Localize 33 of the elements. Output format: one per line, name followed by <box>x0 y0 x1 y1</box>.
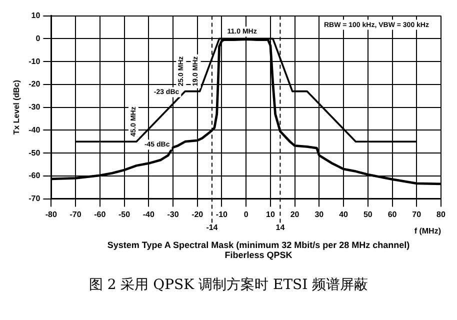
x-tick-label: 80 <box>436 210 446 219</box>
x-tick-label: -70 <box>70 210 82 219</box>
x-axis-title: f (MHz) <box>414 226 442 236</box>
y-tick-label: 10 <box>31 11 41 20</box>
x-tick-label: 20 <box>290 210 300 219</box>
y-tick-label: 0 <box>36 34 41 43</box>
x-tick-label: -40 <box>142 210 155 219</box>
x-tick-label: -50 <box>118 210 131 219</box>
y-tick-label: -40 <box>28 125 41 134</box>
y-tick-label: -20 <box>28 80 41 89</box>
ref-line-label: 14 <box>276 223 286 232</box>
y-tick-label: -50 <box>28 148 41 158</box>
caption: 图 2 采用 QPSK 调制方案时 ETSI 频谱屏蔽 <box>88 276 370 294</box>
x-tick-label: 40 <box>339 210 349 219</box>
x-tick-label: -80 <box>45 210 58 219</box>
y-tick-label: -60 <box>28 171 41 180</box>
text: Fiberless QPSK <box>224 250 294 260</box>
x-tick-label: 70 <box>412 210 422 219</box>
x-tick-label: 30 <box>314 210 324 219</box>
x-tick-label: 0 <box>244 210 249 219</box>
y-tick-label: -30 <box>28 102 41 112</box>
text: System Type A Spectral Mask (minimum 32 Mbit/s per 28 MHz channel) <box>106 240 411 250</box>
x-tick-label: 50 <box>363 210 373 219</box>
y-axis-title: Tx Level (dBc) <box>12 80 22 135</box>
x-tick-label: -30 <box>167 210 180 219</box>
x-tick-label: -60 <box>94 210 106 219</box>
y-tick-label: -10 <box>28 56 41 66</box>
x-tick-label: 10 <box>266 210 276 219</box>
x-tick-label: -10 <box>216 210 228 219</box>
x-tick-label: -20 <box>192 210 204 219</box>
ref-line-label: -14 <box>206 223 218 232</box>
y-tick-label: -70 <box>28 194 41 204</box>
x-tick-label: 60 <box>388 210 398 219</box>
